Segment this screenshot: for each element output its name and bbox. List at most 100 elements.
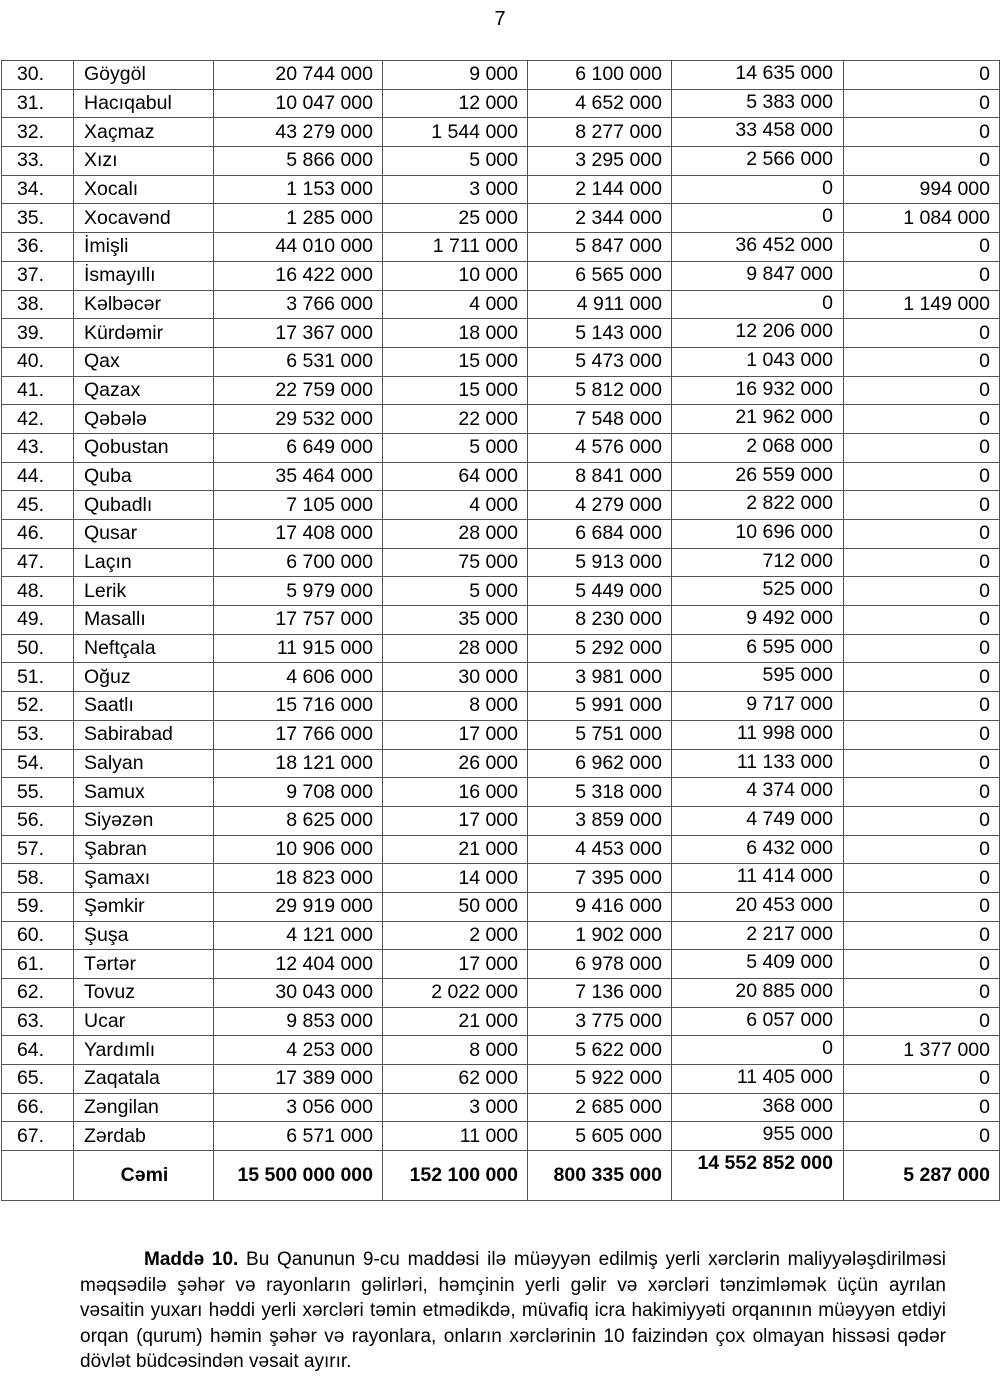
value-col-4: 5 383 000 <box>671 88 844 119</box>
row-number: 51. <box>1 662 74 693</box>
row-number: 44. <box>1 461 74 492</box>
value-col-4: 14 635 000 <box>671 60 844 90</box>
value-col-2: 17 000 <box>382 805 528 836</box>
value-col-1: 20 744 000 <box>213 60 383 90</box>
value-col-2: 4 000 <box>382 490 528 520</box>
district-name: Zaqatala <box>73 1064 214 1094</box>
district-name: Xocavənd <box>73 203 214 234</box>
table-row: 36. İmişli 44 010 000 1 711 000 5 847 000 36 … <box>1 232 1000 262</box>
value-col-4: 0 <box>671 289 844 320</box>
row-number: 49. <box>1 605 74 635</box>
value-col-5: 0 <box>843 318 1000 348</box>
value-col-3: 5 812 000 <box>527 375 672 406</box>
table-row: 50. Neftçala 11 915 000 28 000 5 292 000 6 59… <box>1 633 1000 664</box>
district-name: Quba <box>73 461 214 492</box>
value-col-4: 11 133 000 <box>671 748 844 779</box>
value-col-2: 22 000 <box>382 404 528 434</box>
value-col-5: 0 <box>843 662 1000 693</box>
district-name: Oğuz <box>73 662 214 693</box>
value-col-3: 800 335 000 <box>527 1150 672 1202</box>
district-name: Xocalı <box>73 174 214 205</box>
row-number: 52. <box>1 691 74 721</box>
district-name: Sabirabad <box>73 719 214 750</box>
value-col-3: 5 922 000 <box>527 1064 672 1094</box>
table-row: 53. Sabirabad 17 766 000 17 000 5 751 000 11 … <box>1 719 1000 750</box>
value-col-3: 7 136 000 <box>527 978 672 1008</box>
district-name: Xızı <box>73 146 214 176</box>
value-col-3: 6 565 000 <box>527 260 672 291</box>
row-number: 67. <box>1 1121 74 1152</box>
district-name: Zəngilan <box>73 1092 214 1123</box>
table-row: 46. Qusar 17 408 000 28 000 6 684 000 10 696 … <box>1 519 1000 549</box>
table-row: 52. Saatlı 15 716 000 8 000 5 991 000 9 717 0… <box>1 691 1000 721</box>
value-col-1: 15 500 000 000 <box>213 1150 383 1202</box>
row-number: 62. <box>1 978 74 1008</box>
table-row: 39. Kürdəmir 17 367 000 18 000 5 143 000 12 2… <box>1 318 1000 348</box>
district-name: Qazax <box>73 375 214 406</box>
value-col-5: 0 <box>843 346 1000 377</box>
value-col-2: 17 000 <box>382 719 528 750</box>
value-col-5: 0 <box>843 88 1000 119</box>
value-col-5: 5 287 000 <box>843 1150 1000 1202</box>
value-col-1: 17 367 000 <box>213 318 383 348</box>
value-col-2: 62 000 <box>382 1064 528 1094</box>
row-number: 43. <box>1 432 74 463</box>
value-col-4: 2 822 000 <box>671 490 844 520</box>
value-col-2: 64 000 <box>382 461 528 492</box>
row-number: 60. <box>1 920 74 951</box>
row-number: 45. <box>1 490 74 520</box>
district-name: Yardımlı <box>73 1035 214 1066</box>
budget-table: 30. Göygöl 20 744 000 9 000 6 100 000 14 635 … <box>1 60 1000 1202</box>
value-col-2: 15 000 <box>382 346 528 377</box>
table-row: 41. Qazax 22 759 000 15 000 5 812 000 16 932 … <box>1 375 1000 406</box>
value-col-1: 16 422 000 <box>213 260 383 291</box>
value-col-2: 26 000 <box>382 748 528 779</box>
value-col-4: 5 409 000 <box>671 949 844 979</box>
value-col-4: 6 432 000 <box>671 834 844 865</box>
table-row: 67. Zərdab 6 571 000 11 000 5 605 000 955 000… <box>1 1121 1000 1152</box>
value-col-3: 4 453 000 <box>527 834 672 865</box>
value-col-2: 5 000 <box>382 432 528 463</box>
district-name: İsmayıllı <box>73 260 214 291</box>
value-col-5: 0 <box>843 691 1000 721</box>
value-col-5: 0 <box>843 949 1000 979</box>
row-number: 35. <box>1 203 74 234</box>
value-col-2: 5 000 <box>382 576 528 607</box>
district-name: Göygöl <box>73 60 214 90</box>
value-col-3: 3 981 000 <box>527 662 672 693</box>
row-number: 63. <box>1 1006 74 1037</box>
value-col-5: 1 084 000 <box>843 203 1000 234</box>
value-col-4: 14 552 852 000 <box>671 1150 844 1202</box>
value-col-1: 17 757 000 <box>213 605 383 635</box>
table-row: 65. Zaqatala 17 389 000 62 000 5 922 000 11 4… <box>1 1064 1000 1094</box>
value-col-1: 17 389 000 <box>213 1064 383 1094</box>
value-col-3: 2 144 000 <box>527 174 672 205</box>
table-row: 43. Qobustan 6 649 000 5 000 4 576 000 2 068 … <box>1 432 1000 463</box>
value-col-2: 30 000 <box>382 662 528 693</box>
value-col-2: 2 000 <box>382 920 528 951</box>
value-col-1: 18 121 000 <box>213 748 383 779</box>
value-col-4: 11 405 000 <box>671 1064 844 1094</box>
value-col-4: 2 068 000 <box>671 432 844 463</box>
value-col-3: 4 911 000 <box>527 289 672 320</box>
table-row: 57. Şabran 10 906 000 21 000 4 453 000 6 432 … <box>1 834 1000 865</box>
table-row: 40. Qax 6 531 000 15 000 5 473 000 1 043 000 0 <box>1 346 1000 377</box>
value-col-4: 2 217 000 <box>671 920 844 951</box>
value-col-5: 0 <box>843 146 1000 176</box>
value-col-1: 6 571 000 <box>213 1121 383 1152</box>
table-row: 64. Yardımlı 4 253 000 8 000 5 622 000 0 1 377… <box>1 1035 1000 1066</box>
row-number: 66. <box>1 1092 74 1123</box>
value-col-3: 2 685 000 <box>527 1092 672 1123</box>
value-col-4: 4 374 000 <box>671 777 844 807</box>
value-col-4: 0 <box>671 174 844 205</box>
value-col-3: 3 775 000 <box>527 1006 672 1037</box>
district-name: Laçın <box>73 547 214 578</box>
value-col-2: 21 000 <box>382 834 528 865</box>
value-col-5: 1 377 000 <box>843 1035 1000 1066</box>
value-col-3: 5 318 000 <box>527 777 672 807</box>
value-col-3: 6 962 000 <box>527 748 672 779</box>
row-number: 40. <box>1 346 74 377</box>
value-col-4: 16 932 000 <box>671 375 844 406</box>
table-row: 35. Xocavənd 1 285 000 25 000 2 344 000 0 1 08… <box>1 203 1000 234</box>
table-row: 31. Hacıqabul 10 047 000 12 000 4 652 000 5 3… <box>1 88 1000 119</box>
